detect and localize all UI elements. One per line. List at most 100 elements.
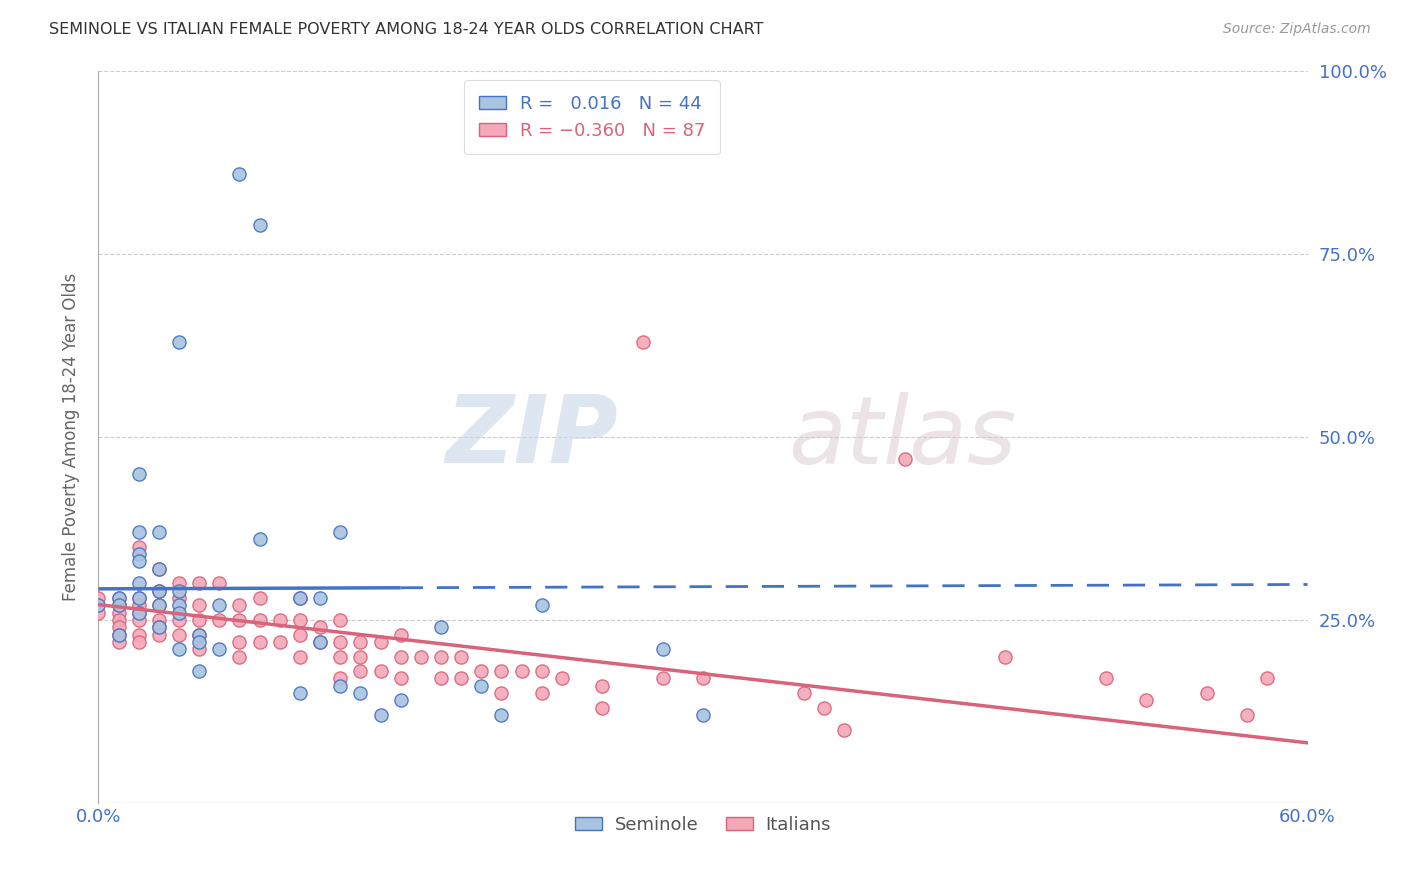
Point (148, 620, 170, 634)
Point (349, 635, 371, 649)
Point (148, 583, 170, 598)
Point (128, 627, 150, 641)
Point (208, 642, 231, 657)
Point (249, 533, 271, 547)
Point (309, 591, 332, 605)
Point (249, 613, 271, 627)
Point (128, 591, 150, 605)
Point (450, 649, 472, 664)
Point (128, 635, 150, 649)
Point (148, 583, 170, 598)
Point (329, 679, 352, 693)
Point (530, 664, 553, 678)
Point (167, 642, 190, 657)
Point (148, 627, 170, 641)
Point (167, 606, 190, 620)
Point (148, 562, 170, 576)
Point (208, 613, 231, 627)
Point (329, 635, 352, 649)
Point (87, 591, 110, 605)
Point (128, 525, 150, 540)
Point (510, 664, 533, 678)
Point (793, 686, 815, 700)
Text: SEMINOLE VS ITALIAN FEMALE POVERTY AMONG 18-24 YEAR OLDS CORRELATION CHART: SEMINOLE VS ITALIAN FEMALE POVERTY AMONG… (49, 22, 763, 37)
Point (269, 613, 291, 627)
Point (148, 599, 170, 613)
Point (409, 649, 432, 664)
Point (128, 547, 150, 561)
Point (188, 576, 211, 591)
Point (389, 693, 412, 707)
Point (167, 334, 190, 349)
Point (167, 576, 190, 591)
Point (430, 649, 453, 664)
Point (288, 613, 311, 627)
Point (813, 700, 835, 714)
Point (692, 672, 714, 686)
Point (470, 679, 492, 693)
Point (167, 599, 190, 613)
Point (329, 525, 352, 540)
Point (188, 613, 211, 627)
Point (208, 576, 231, 591)
Point (107, 599, 129, 613)
Point (329, 649, 352, 664)
Point (228, 649, 250, 664)
Point (167, 583, 190, 598)
Point (208, 599, 231, 613)
Point (349, 649, 371, 664)
Point (450, 672, 472, 686)
Point (188, 599, 211, 613)
Point (269, 635, 291, 649)
Point (288, 591, 311, 605)
Point (288, 591, 311, 605)
Point (148, 613, 170, 627)
Point (107, 591, 129, 605)
Point (107, 635, 129, 649)
Point (309, 620, 332, 634)
Point (491, 686, 513, 700)
Point (249, 591, 271, 605)
Point (128, 554, 150, 568)
Point (107, 613, 129, 627)
Point (530, 686, 553, 700)
Point (631, 334, 654, 349)
Point (530, 599, 553, 613)
Point (1135, 693, 1157, 707)
Point (128, 467, 150, 481)
Point (349, 686, 371, 700)
Point (651, 672, 673, 686)
Point (591, 679, 613, 693)
Point (430, 672, 453, 686)
Point (128, 591, 150, 605)
Point (893, 452, 915, 467)
Legend: Seminole, Italians: Seminole, Italians (568, 809, 838, 841)
Point (167, 613, 190, 627)
Point (188, 635, 211, 649)
Point (228, 599, 250, 613)
Point (329, 672, 352, 686)
Point (228, 613, 250, 627)
Point (288, 649, 311, 664)
Point (167, 591, 190, 605)
Point (832, 723, 855, 737)
Point (288, 686, 311, 700)
Point (470, 664, 492, 678)
Point (188, 664, 211, 678)
Point (148, 620, 170, 634)
Point (1095, 672, 1118, 686)
Point (591, 700, 613, 714)
Point (167, 627, 190, 641)
Point (389, 672, 412, 686)
Point (148, 599, 170, 613)
Point (107, 606, 129, 620)
Point (651, 642, 673, 657)
Point (148, 562, 170, 576)
Point (370, 708, 392, 723)
Point (288, 627, 311, 641)
Point (389, 627, 412, 641)
Point (370, 635, 392, 649)
Text: ZIP: ZIP (446, 391, 619, 483)
Point (128, 576, 150, 591)
Point (1195, 686, 1218, 700)
